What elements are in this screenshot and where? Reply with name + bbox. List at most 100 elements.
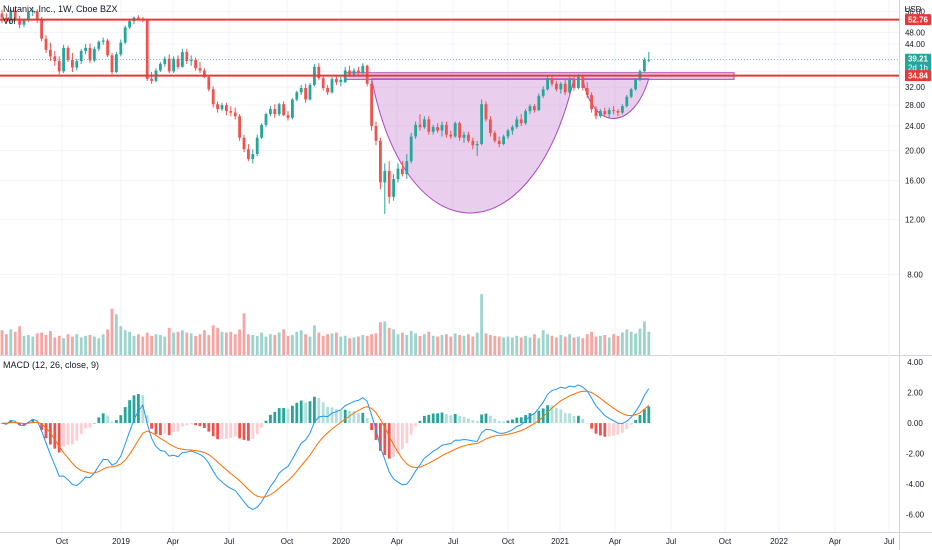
horizontal-grid xyxy=(0,11,899,275)
candle xyxy=(211,86,215,108)
volume-bar xyxy=(225,332,228,355)
macd-histogram-bar xyxy=(365,417,369,424)
volume-bar xyxy=(79,337,83,355)
candle xyxy=(277,102,281,117)
macd-histogram-bar xyxy=(321,402,325,424)
candle xyxy=(401,161,404,177)
volume-label[interactable]: Vol xyxy=(3,16,16,26)
candle xyxy=(150,71,153,84)
volume-bar xyxy=(502,337,505,355)
volume-bar xyxy=(541,330,545,355)
macd-title[interactable]: MACD (12, 26, close, 9) xyxy=(3,360,99,370)
candle xyxy=(379,137,382,190)
macd-histogram-bar xyxy=(84,423,87,429)
candle xyxy=(423,116,426,129)
candle xyxy=(357,66,360,76)
candle xyxy=(238,114,241,141)
candle xyxy=(229,106,233,117)
candle xyxy=(308,82,312,101)
bar-countdown-label: 2d 1h xyxy=(908,64,928,73)
volume-bar xyxy=(572,337,576,355)
candle xyxy=(0,9,4,23)
volume-bar xyxy=(216,327,219,355)
volume-bar xyxy=(515,335,519,355)
macd-histogram-bar xyxy=(313,396,316,424)
handle-pattern xyxy=(582,78,650,119)
volume-bar xyxy=(519,337,523,355)
time-axis[interactable]: Oct 2019 Apr Jul Oct 2020 Apr Jul Oct 2021 Apr Jul O… xyxy=(56,537,895,546)
macd-histogram-bar xyxy=(643,409,646,424)
symbol-title[interactable]: Nutanix, Inc., 1W, Cboe BZX xyxy=(3,4,118,14)
volume-bar xyxy=(247,334,250,355)
candle xyxy=(167,54,171,74)
candle xyxy=(44,35,48,54)
volume-bar xyxy=(423,334,426,355)
macd-tick-label: -4.00 xyxy=(906,480,925,489)
macd-histogram-bar xyxy=(238,423,241,439)
candle xyxy=(387,161,391,204)
candle xyxy=(317,63,321,80)
macd-histogram-bar xyxy=(251,423,255,440)
candle xyxy=(71,53,74,72)
volume-bar xyxy=(401,332,404,355)
volume-bar xyxy=(242,313,246,355)
macd-histogram-bar xyxy=(304,402,307,424)
macd-histogram-bar xyxy=(225,423,228,439)
macd-tick-label: -6.00 xyxy=(906,511,925,520)
candle xyxy=(629,87,633,99)
price-tick-label: 12.00 xyxy=(905,216,926,225)
candle xyxy=(445,121,448,138)
macd-histogram-bar xyxy=(348,410,351,424)
candle xyxy=(216,101,219,113)
macd-histogram-bar xyxy=(625,423,629,430)
volume-bar xyxy=(132,335,136,355)
candle xyxy=(286,111,290,121)
currency-label[interactable]: USD xyxy=(905,5,922,14)
macd-tick-label: -2.00 xyxy=(906,450,925,459)
macd-axis[interactable]: 4.00 2.00 0.00 -2.00 -4.00 -6.00 xyxy=(906,358,925,520)
price-tick-label: 56.00 xyxy=(905,8,926,17)
volume-bar xyxy=(277,332,281,355)
candle xyxy=(106,38,109,58)
volume-bar xyxy=(546,334,549,355)
macd-histogram-bar xyxy=(264,420,268,424)
volume-bar xyxy=(255,335,259,355)
resistance-price-label: 52.76 xyxy=(908,16,929,25)
volume-bar xyxy=(9,329,13,355)
macd-histogram-bar xyxy=(537,410,541,424)
volume-bar xyxy=(537,338,541,355)
macd-histogram-bar xyxy=(634,419,637,424)
volume-bar xyxy=(506,336,510,355)
candle xyxy=(383,163,387,215)
candle xyxy=(119,39,123,57)
candle xyxy=(524,109,527,125)
volume-bar xyxy=(387,327,391,355)
last-price-tag: 39.21 2d 1h xyxy=(905,53,931,74)
macd-histogram-bar xyxy=(123,407,127,424)
macd-histogram-bar xyxy=(216,423,219,440)
volume-bar xyxy=(511,337,514,355)
macd-histogram-bar xyxy=(387,423,391,459)
volume-bar xyxy=(35,333,39,355)
macd-histogram-bar xyxy=(330,407,334,424)
volume-bar xyxy=(115,314,118,355)
candle xyxy=(79,48,83,64)
macd-histogram-bar xyxy=(154,423,158,435)
price-tick-label: 48.00 xyxy=(905,28,926,37)
candle xyxy=(590,92,593,113)
macd-histogram-bar xyxy=(383,423,387,455)
volume-bar xyxy=(418,335,422,355)
candle xyxy=(57,56,61,75)
volume-bar xyxy=(251,335,255,355)
price-tick-label: 24.00 xyxy=(905,122,926,131)
candle xyxy=(440,121,444,137)
time-tick-label: Jul xyxy=(448,537,458,546)
candle xyxy=(101,37,105,45)
macd-histogram-bar xyxy=(616,423,620,436)
volume-bar xyxy=(563,336,567,355)
volume-bar xyxy=(57,335,61,355)
volume-bar xyxy=(110,308,114,355)
macd-histogram-bar xyxy=(647,406,651,424)
volume-bar xyxy=(445,334,448,355)
